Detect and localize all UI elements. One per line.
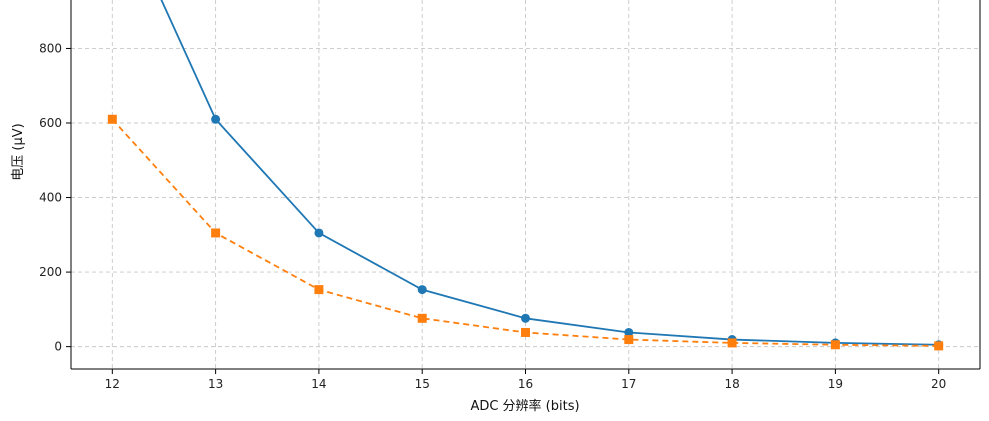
x-tick-label: 17 [621, 377, 636, 391]
series-1-point [521, 313, 530, 323]
x-tick-label: 19 [828, 377, 843, 391]
series-2-point [417, 313, 427, 323]
y-tick-label: 200 [39, 265, 62, 279]
x-axis-label: ADC 分辨率 (bits) [470, 398, 579, 414]
series-1-point [624, 327, 634, 337]
x-tick-label: 15 [415, 377, 430, 391]
series-2-point [934, 341, 944, 351]
x-tick-label: 16 [518, 377, 533, 391]
y-axis-label: 电压 (μV) [11, 123, 26, 180]
series-2-point [830, 340, 840, 350]
y-tick-label: 800 [39, 41, 62, 55]
y-tick-label: 400 [39, 191, 62, 205]
grid-layer [71, 0, 980, 369]
y-tick-label: 600 [39, 116, 62, 130]
series-1-point [211, 114, 221, 124]
series-2-point [727, 338, 737, 348]
series-2-point [314, 285, 324, 295]
x-tick-label: 20 [931, 377, 946, 391]
x-tick-label: 13 [208, 377, 223, 391]
series-layer [107, 0, 944, 351]
x-tick-label: 18 [724, 377, 739, 391]
series-2-point [521, 327, 530, 337]
series-1-point [417, 285, 427, 295]
series-2-point [107, 114, 117, 124]
x-tick-label: 14 [311, 377, 326, 391]
x-tick-label: 12 [105, 377, 120, 391]
series-2-point [624, 335, 634, 345]
y-tick-label: 0 [54, 340, 62, 354]
series-2-point [211, 228, 221, 238]
series-1-point [314, 228, 324, 238]
